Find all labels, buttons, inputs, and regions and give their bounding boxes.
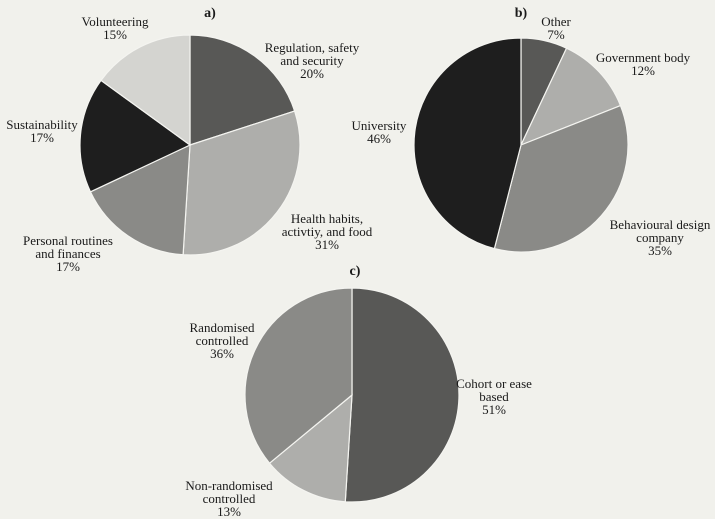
- pie-slice-health-habits-activtiy-and-food: [182, 110, 301, 256]
- pie-slice-regulation-safety-and-security: [189, 34, 296, 146]
- pie-slice-personal-routines-and-finances: [89, 144, 191, 256]
- pie-slice-randomised-controlled: [244, 287, 353, 465]
- slice-label-health-habits-activtiy-and-food: Health habits, activtiy, and food 31%: [282, 211, 373, 252]
- panel-label-b: b): [515, 6, 528, 21]
- pie-slice-behavioural-design-company: [493, 104, 629, 253]
- panel-label-a: a): [204, 6, 216, 21]
- slice-label-cohort-or-ease-based: Cohort or ease based 51%: [456, 376, 532, 417]
- slice-label-university: University 46%: [352, 118, 407, 146]
- slice-label-sustainability: Sustainability 17%: [6, 117, 78, 145]
- pie-chart-b: Other 7% Government body 12% Behavioural des…: [352, 14, 711, 258]
- pie-chart-a: Regulation, safety and security 20% Health …: [6, 14, 372, 274]
- pie-slice-sustainability: [79, 79, 192, 193]
- slice-label-non-randomised-controlled: Non-randomised controlled 13%: [185, 478, 273, 519]
- slice-label-government-body: Government body 12%: [596, 50, 691, 78]
- slice-label-behavioural-design-company: Behavioural design company 35%: [610, 217, 711, 258]
- pie-chart-c: Cohort or ease based 51% Non-randomised cont…: [185, 287, 532, 519]
- pie-slice-cohort-or-ease-based: [344, 287, 460, 503]
- slice-label-other: Other 7%: [541, 14, 571, 42]
- pie-slice-volunteering: [100, 34, 191, 147]
- panel-label-c: c): [350, 264, 361, 279]
- slice-label-personal-routines-and-finances: Personal routines and finances 17%: [23, 233, 113, 274]
- pie-slice-non-randomised-controlled: [268, 393, 353, 503]
- slice-label-regulation-safety-and-security: Regulation, safety and security 20%: [265, 40, 360, 81]
- pie-slice-government-body: [519, 47, 622, 147]
- slice-label-randomised-controlled: Randomised controlled 36%: [190, 320, 255, 361]
- pie-slice-university: [413, 37, 522, 250]
- slice-label-volunteering: Volunteering 15%: [82, 14, 149, 42]
